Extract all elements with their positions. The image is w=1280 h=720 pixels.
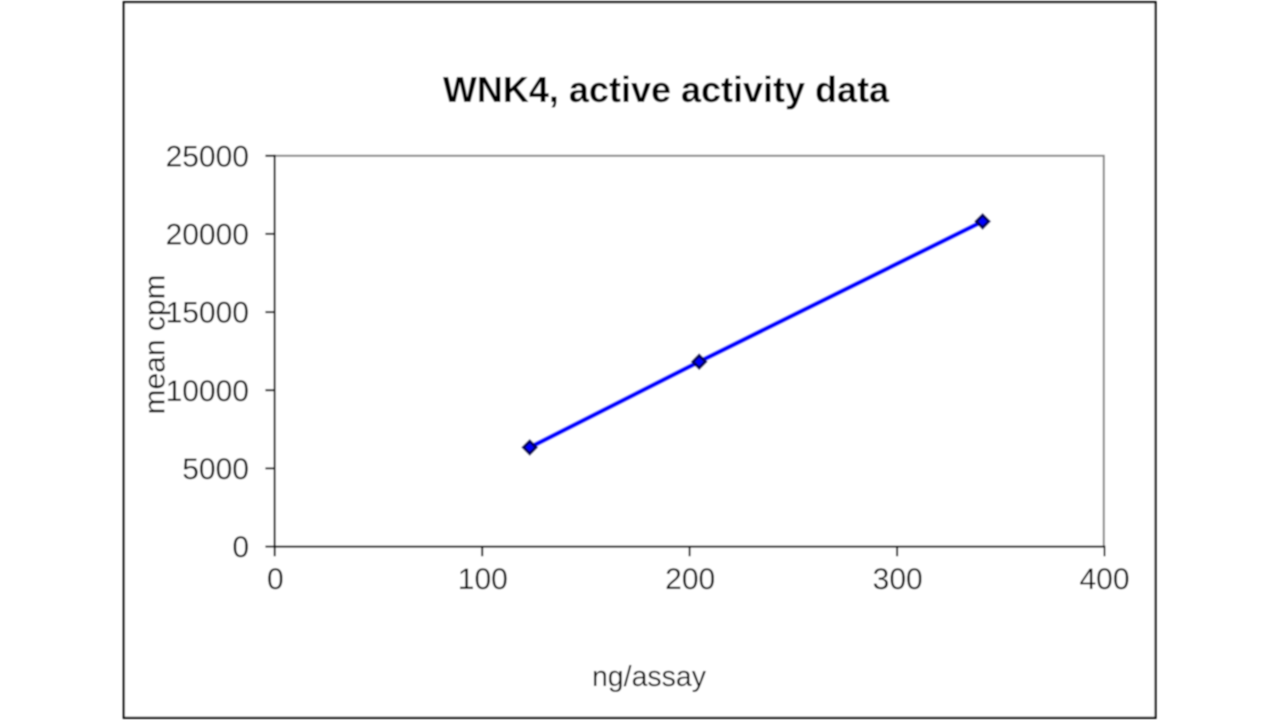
svg-text:mean cpm: mean cpm xyxy=(139,274,172,414)
svg-text:100: 100 xyxy=(458,563,508,596)
svg-text:400: 400 xyxy=(1079,563,1129,596)
svg-text:5000: 5000 xyxy=(182,453,249,486)
svg-text:300: 300 xyxy=(873,563,923,596)
svg-text:200: 200 xyxy=(665,563,715,596)
svg-text:10000: 10000 xyxy=(166,375,249,408)
svg-text:25000: 25000 xyxy=(166,140,249,173)
svg-text:0: 0 xyxy=(232,531,249,564)
svg-text:20000: 20000 xyxy=(166,219,249,252)
svg-text:0: 0 xyxy=(267,563,284,596)
svg-text:ng/assay: ng/assay xyxy=(592,661,707,693)
svg-text:WNK4, active activity data: WNK4, active activity data xyxy=(443,69,890,110)
svg-text:15000: 15000 xyxy=(166,297,249,330)
